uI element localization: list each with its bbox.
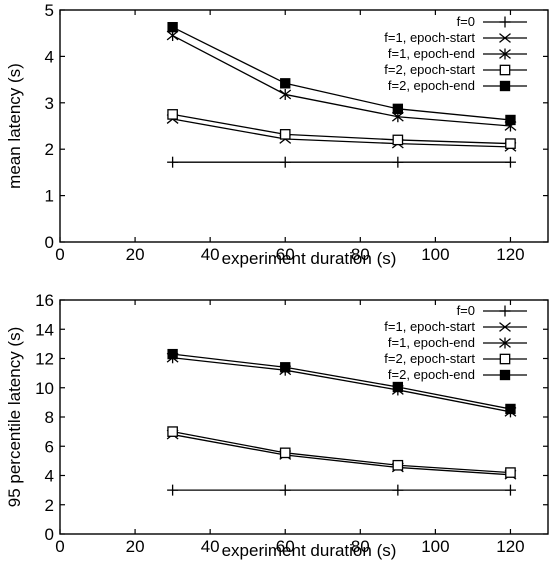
y-tick-label: 4 <box>45 467 54 486</box>
series-cross <box>166 429 517 480</box>
legend-label: f=0 <box>457 303 475 318</box>
series-open-square <box>167 109 516 149</box>
x-tick-label: 80 <box>351 537 370 556</box>
legend-label: f=1, epoch-start <box>384 319 475 334</box>
x-tick-label: 60 <box>276 537 295 556</box>
y-tick-label: 10 <box>35 379 54 398</box>
y-tick-label: 14 <box>35 320 54 339</box>
y-tick-label: 2 <box>45 140 54 159</box>
legend-label: f=2, epoch-start <box>384 62 475 77</box>
filled-square-marker <box>499 369 511 381</box>
x-tick-label: 40 <box>201 537 220 556</box>
open-square-marker <box>505 138 516 149</box>
open-square-marker <box>392 134 404 146</box>
series-open-square <box>167 426 516 478</box>
x-tick-label: 100 <box>421 245 449 264</box>
y-tick-label: 0 <box>45 233 54 252</box>
open-square-marker <box>499 64 511 76</box>
x-tick-label: 20 <box>126 245 145 264</box>
legend-entry: f=1, epoch-end <box>388 335 527 350</box>
legend-entry: f=2, epoch-start <box>384 62 527 77</box>
plot-frame <box>59 9 549 243</box>
y-tick-label: 12 <box>35 350 54 369</box>
series-filled-square <box>167 21 516 126</box>
open-square-marker <box>279 129 291 140</box>
x-tick-label: 40 <box>201 245 220 264</box>
legend-entry: f=2, epoch-end <box>388 367 527 382</box>
series-line <box>172 26 511 121</box>
open-square-marker <box>392 459 404 471</box>
x-tick-label: 60 <box>276 245 295 264</box>
series-cross <box>166 114 517 152</box>
filled-square-marker <box>505 403 516 415</box>
filled-square-marker <box>505 114 516 126</box>
y-tick-label: 5 <box>45 1 54 20</box>
y-tick-label: 3 <box>45 94 54 113</box>
y-tick-label: 8 <box>45 408 54 427</box>
x-tick-label: 0 <box>55 245 64 264</box>
legend-label: f=2, epoch-end <box>388 78 475 93</box>
y-tick-label: 6 <box>45 437 54 456</box>
legend-entry: f=0 <box>457 303 527 318</box>
x-tick-label: 120 <box>496 245 524 264</box>
legend-entry: f=2, epoch-end <box>388 78 527 93</box>
legend-entry: f=2, epoch-start <box>384 351 527 366</box>
cross-marker <box>499 33 511 43</box>
x-tick-label: 100 <box>421 537 449 556</box>
chart-panel-2: 0 20 40 60 80 100 120 0 2 4 6 8 10 12 14 16 experiment d… <box>5 291 549 560</box>
filled-square-marker <box>392 103 404 115</box>
legend-label: f=0 <box>457 14 475 29</box>
y-tick-label: 2 <box>45 496 54 515</box>
filled-square-marker <box>392 381 404 393</box>
legend-label: f=1, epoch-end <box>388 335 475 350</box>
legend-entry: f=1, epoch-start <box>384 30 527 45</box>
open-square-marker <box>167 426 178 437</box>
legend-label: f=2, epoch-start <box>384 351 475 366</box>
filled-square-marker <box>280 362 291 373</box>
x-axis-label: experiment duration (s) <box>222 249 397 268</box>
y-tick-label: 4 <box>45 47 54 66</box>
filled-square-marker <box>280 78 291 89</box>
series-line <box>172 118 511 148</box>
y-axis-label: mean latency (s) <box>5 63 24 189</box>
x-tick-label: 120 <box>496 537 524 556</box>
legend-entry: f=1, epoch-start <box>384 319 527 334</box>
open-square-marker <box>505 467 516 478</box>
y-tick-label: 16 <box>35 291 54 310</box>
series-filled-square <box>167 348 516 415</box>
open-square-marker <box>279 447 291 459</box>
series-line <box>172 353 511 410</box>
legend-entry: f=1, epoch-end <box>388 46 527 61</box>
series-line <box>172 433 511 476</box>
open-square-marker <box>167 109 178 120</box>
series-line <box>172 34 511 127</box>
x-tick-label: 20 <box>126 537 145 556</box>
cross-marker <box>499 322 511 332</box>
chart-panel-1: 0 20 40 60 80 100 120 0 1 2 3 4 5 experiment duration… <box>5 1 549 268</box>
series-line <box>172 113 511 145</box>
series-line <box>172 357 511 413</box>
x-axis-label: experiment duration (s) <box>222 541 397 560</box>
filled-square-marker <box>167 21 178 33</box>
y-tick-label: 1 <box>45 187 54 206</box>
x-tick-label: 0 <box>55 537 64 556</box>
series-plus <box>167 484 516 496</box>
legend-label: f=1, epoch-end <box>388 46 475 61</box>
legend-entry: f=0 <box>457 14 527 29</box>
series-plus <box>167 156 516 168</box>
filled-square-marker <box>499 80 511 92</box>
open-square-marker <box>499 353 511 365</box>
y-tick-label: 0 <box>45 525 54 544</box>
legend-label: f=1, epoch-start <box>384 30 475 45</box>
x-tick-label: 80 <box>351 245 370 264</box>
series-line <box>172 430 511 474</box>
legend-label: f=2, epoch-end <box>388 367 475 382</box>
filled-square-marker <box>167 348 178 360</box>
y-axis-label: 95 percentile latency (s) <box>5 327 24 507</box>
